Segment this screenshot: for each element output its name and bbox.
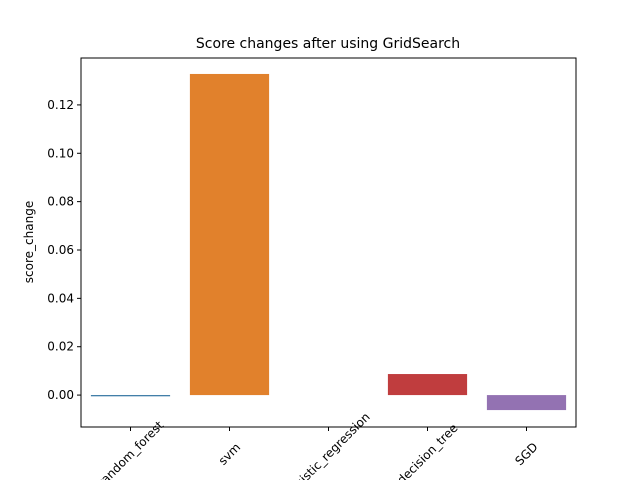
bar xyxy=(486,395,567,411)
y-tick-label: 0.06 xyxy=(47,243,74,257)
x-tick-label: logistic_regression xyxy=(284,410,372,480)
bar xyxy=(90,395,171,397)
bar xyxy=(387,374,468,396)
y-tick-label: 0.04 xyxy=(47,291,74,305)
y-tick-label: 0.00 xyxy=(47,388,74,402)
y-tick-label: 0.08 xyxy=(47,195,74,209)
y-axis-label: score_change xyxy=(22,201,36,283)
chart-title: Score changes after using GridSearch xyxy=(196,36,460,52)
x-tick-label: svm xyxy=(216,440,244,468)
y-tick-label: 0.10 xyxy=(47,146,74,160)
y-tick-label: 0.12 xyxy=(47,98,74,112)
bar xyxy=(189,73,270,396)
plot-frame xyxy=(80,57,577,428)
x-tick-label: SGD xyxy=(512,440,540,468)
y-tick-label: 0.02 xyxy=(47,340,74,354)
